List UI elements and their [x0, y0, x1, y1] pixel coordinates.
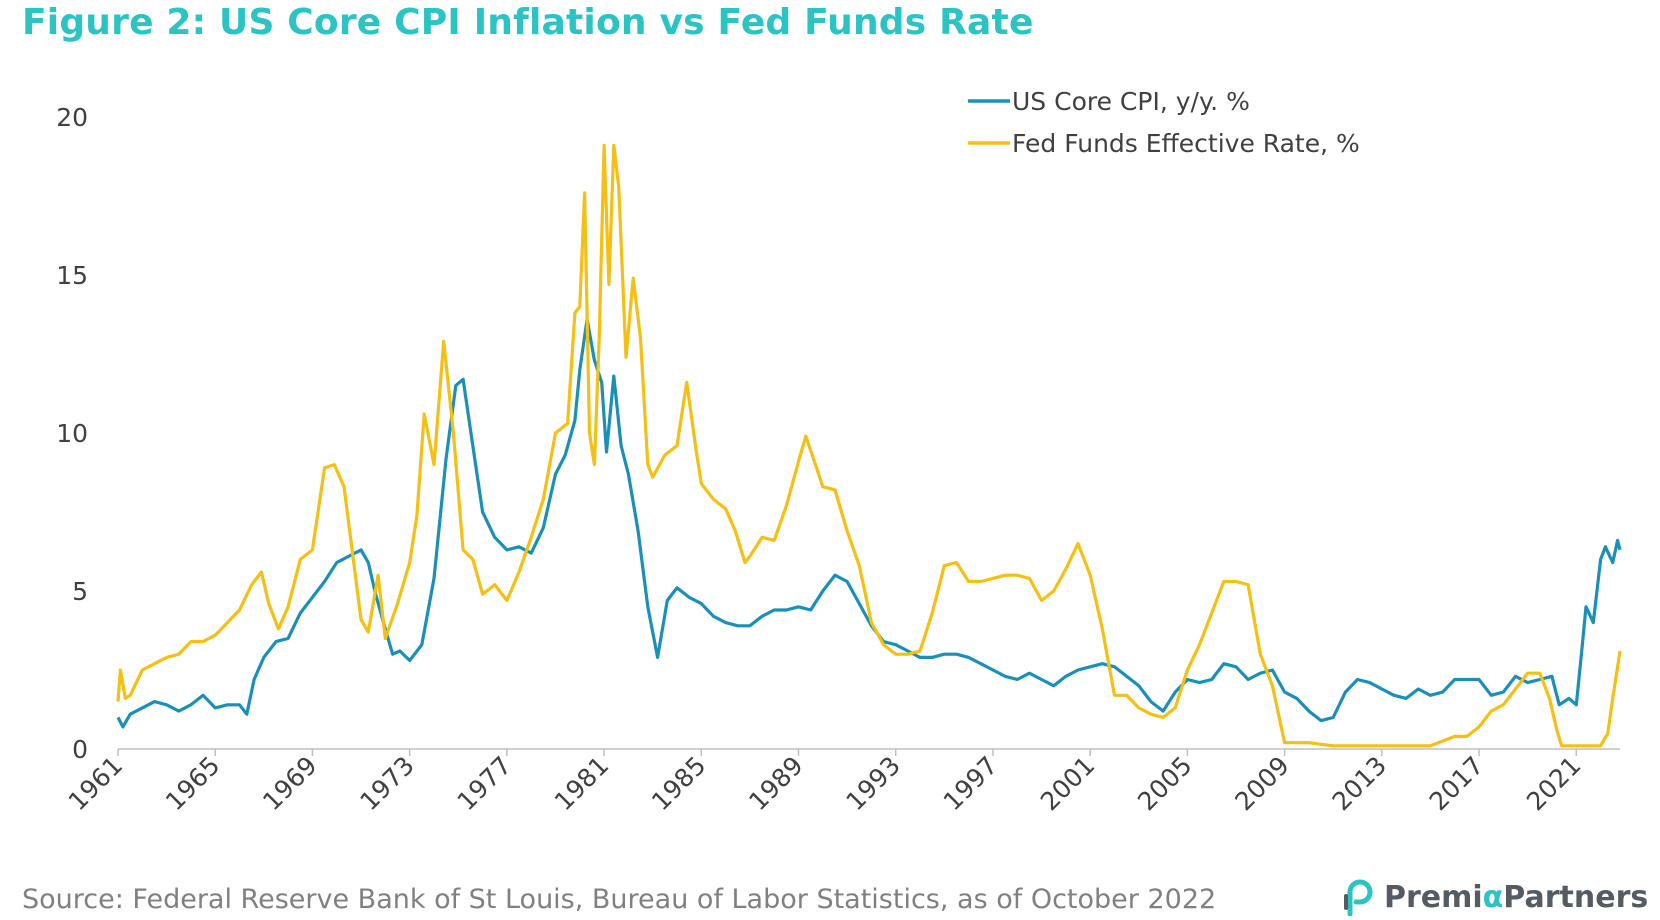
chart-title: Figure 2: US Core CPI Inflation vs Fed F…: [22, 2, 1034, 43]
series-lines: [116, 143, 1622, 748]
x-tick-label: 2017: [1424, 751, 1489, 816]
y-tick-label: 5: [72, 577, 88, 606]
x-tick-label: 1993: [840, 751, 905, 816]
x-axis-ticks: 1961 1965 1969 1973 1977 1981 1985 1989 1993 1997…: [63, 749, 1586, 816]
y-axis-ticks: 0 5 10 15 20: [56, 103, 88, 764]
source-note: Source: Federal Reserve Bank of St Louis…: [22, 884, 1217, 915]
x-tick-label: 2021: [1521, 751, 1586, 816]
y-tick-label: 0: [72, 735, 88, 764]
x-tick-label: 1977: [452, 751, 517, 816]
y-tick-label: 10: [56, 419, 88, 448]
x-tick-label: 1981: [549, 751, 614, 816]
x-tick-label: 2005: [1132, 751, 1197, 816]
legend: US Core CPI, y/y. % Fed Funds Effective R…: [968, 87, 1360, 158]
logo-text: PremiαPartners: [1384, 879, 1649, 915]
legend-label: Fed Funds Effective Rate, %: [1012, 129, 1360, 158]
y-tick-label: 15: [56, 261, 88, 290]
x-tick-label: 1989: [743, 751, 808, 816]
x-tick-label: 1985: [646, 751, 711, 816]
series-line-core-cpi: [116, 317, 1622, 729]
premia-p-logo-icon: [1344, 879, 1373, 916]
x-tick-label: 1997: [938, 751, 1003, 816]
x-tick-label: 1969: [257, 751, 322, 816]
x-tick-label: 1965: [160, 751, 225, 816]
x-tick-label: 2013: [1327, 751, 1392, 816]
x-tick-label: 2009: [1229, 751, 1294, 816]
series-line-fed-funds: [116, 143, 1622, 748]
legend-label: US Core CPI, y/y. %: [1012, 87, 1250, 116]
x-tick-label: 1973: [354, 751, 419, 816]
premia-partners-logo: PremiαPartners: [1342, 878, 1648, 916]
x-tick-label: 2001: [1035, 751, 1100, 816]
y-tick-label: 20: [56, 103, 88, 132]
